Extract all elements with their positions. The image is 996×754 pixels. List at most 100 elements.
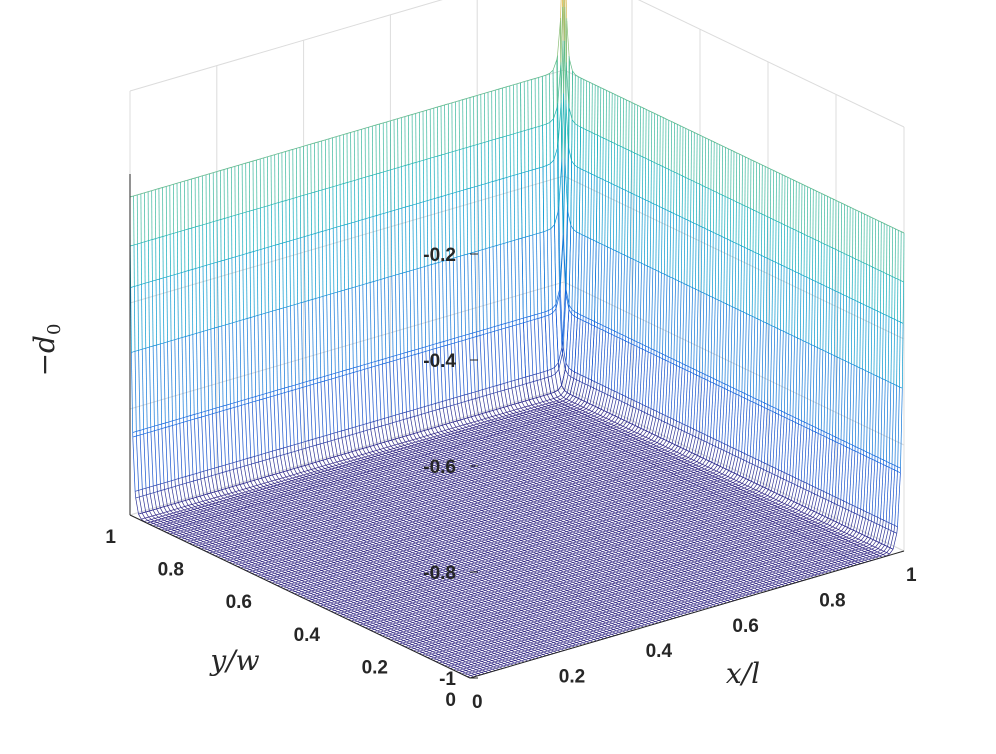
mesh-line-x [237, 406, 241, 461]
mesh-line-x [256, 250, 259, 316]
mesh-line-x [358, 607, 362, 610]
mesh-line-x [167, 518, 171, 521]
mesh-line-x [138, 490, 140, 497]
mesh-line-x [214, 546, 218, 549]
mesh-line-x [310, 581, 315, 585]
mesh-line-x [191, 507, 195, 510]
mesh-line-x [439, 640, 443, 643]
mesh-line-x [477, 642, 482, 645]
mesh-line-x [312, 566, 317, 569]
mesh-line-x [400, 638, 404, 641]
mesh-line-x [180, 507, 185, 511]
mesh-line-x [256, 567, 261, 570]
mesh-line-x [486, 657, 490, 660]
mesh-line-x [243, 483, 247, 489]
mesh-line-x [199, 472, 202, 479]
mesh-line-x [187, 508, 191, 511]
mesh-line-x [273, 555, 277, 558]
mesh-line-x [499, 658, 503, 661]
mesh-line-x [240, 467, 244, 484]
mesh-line-x [197, 417, 201, 473]
mesh-line-x [153, 492, 157, 509]
mesh-line-x [174, 503, 178, 509]
mesh-line-x [149, 347, 152, 428]
mesh-line-x [180, 519, 184, 522]
mesh-line-x [169, 513, 173, 517]
mesh-line-x [239, 460, 241, 468]
mesh-line-x [203, 494, 207, 501]
mesh-line-x [253, 316, 257, 397]
mesh-line-x [218, 523, 222, 526]
mesh-line-x [143, 433, 147, 489]
mesh-line-x [350, 611, 354, 615]
mesh-line-x [239, 320, 242, 401]
mesh-line-x [195, 268, 197, 334]
mesh-line-x [255, 401, 259, 456]
mesh-line-x [240, 405, 244, 460]
mesh-line-x [148, 282, 150, 348]
mesh-line-x [399, 641, 403, 644]
mesh-line-x [221, 325, 224, 407]
mesh-line-x [214, 491, 218, 498]
mesh-line-x [404, 615, 408, 618]
mesh-line-x [243, 459, 245, 467]
mesh-line-x [324, 602, 328, 605]
mesh-line-x [298, 589, 302, 593]
mesh-line-x [426, 651, 430, 654]
mesh-line-x [353, 591, 357, 594]
mesh-line-x [287, 553, 291, 556]
mesh-line-x [468, 671, 472, 674]
mesh-line-x [324, 599, 329, 602]
mesh-line-x [253, 251, 255, 317]
mesh-line-x [374, 629, 378, 632]
mesh-line-x [268, 570, 273, 573]
mesh-line-x [222, 550, 227, 553]
mesh-line-x [269, 458, 273, 476]
mesh-line-x [166, 511, 170, 515]
mesh-line-x [265, 571, 269, 574]
mesh-line-x [282, 579, 286, 582]
mesh-line-x [285, 558, 289, 561]
mesh-line-x [431, 645, 435, 648]
mesh-line-x [254, 456, 256, 464]
mesh-line-x [451, 652, 456, 655]
mesh-line-x [135, 497, 139, 515]
mesh-line-x [210, 329, 213, 410]
mesh-line-x [179, 513, 183, 516]
mesh-line-x [206, 499, 210, 503]
mesh-line-x [262, 398, 266, 454]
mesh-line-x [370, 599, 374, 602]
mesh-line-x [170, 504, 175, 510]
mesh-line-x [250, 457, 252, 465]
mesh-line-x [321, 570, 325, 573]
mesh-line-x [192, 522, 196, 525]
mesh-line-x [183, 512, 187, 515]
mesh-line-x [389, 602, 393, 605]
mesh-line-x [448, 653, 452, 656]
mesh-line-x [227, 258, 230, 324]
mesh-line-x [264, 573, 268, 576]
mesh-line-x [225, 471, 230, 488]
mesh-line-x [261, 314, 264, 395]
mesh-line-x [188, 505, 192, 508]
mesh-line-x [249, 252, 252, 318]
mesh-line-x [258, 461, 262, 479]
mesh-line-x [350, 592, 354, 595]
mesh-line-x [243, 466, 248, 483]
mesh-line-x [191, 269, 194, 335]
mesh-line-x [235, 562, 239, 565]
mesh-line-x [452, 660, 456, 663]
mesh-line-x [152, 345, 155, 427]
mesh-line-x [257, 455, 259, 463]
mesh-line-x [246, 458, 249, 466]
mesh-line-x [442, 661, 446, 664]
mesh-line-x [193, 531, 197, 534]
mesh-line-x [213, 497, 217, 501]
mesh-line-x [278, 549, 283, 552]
mesh-line-x [166, 521, 171, 524]
mesh-line-x [142, 495, 147, 513]
mesh-line-x [295, 579, 299, 583]
mesh-line-x [311, 599, 316, 602]
mesh-line-x [155, 280, 158, 346]
mesh-line-x [315, 578, 319, 581]
